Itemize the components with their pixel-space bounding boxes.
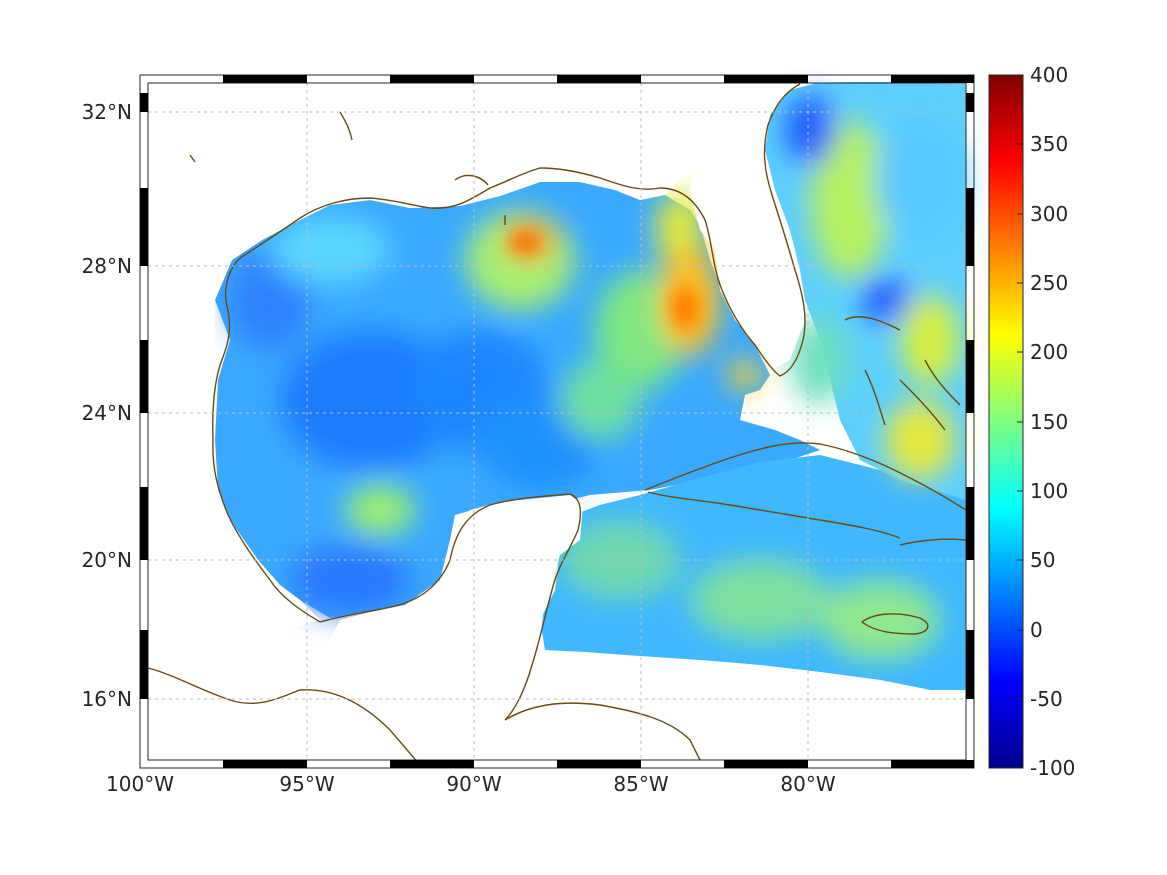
map-panel: 32°N 28°N 24°N 20°N 16°N 100°W 95°W 90°W… <box>82 74 975 796</box>
gridlines <box>148 83 966 760</box>
colorbar-tick-labels: 400 350 300 250 200 150 100 50 0 -50 -10… <box>1030 63 1075 780</box>
lat-tick-labels: 32°N 28°N 24°N 20°N 16°N <box>82 100 132 711</box>
gulf-coast <box>147 83 806 766</box>
lat-tick: 20°N <box>82 548 132 572</box>
lat-tick: 28°N <box>82 254 132 278</box>
yucatan-coast <box>319 493 582 721</box>
data-field <box>215 82 966 690</box>
colorbar-tick: 0 <box>1030 618 1043 642</box>
lon-tick: 80°W <box>780 772 835 796</box>
colorbar: 400 350 300 250 200 150 100 50 0 -50 -10… <box>988 63 1075 780</box>
colorbar-tick: -100 <box>1030 756 1075 780</box>
colorbar-tick: 400 <box>1030 63 1068 87</box>
lon-tick: 95°W <box>279 772 334 796</box>
colorbar-tick: 50 <box>1030 548 1055 572</box>
central-america-coast <box>504 702 701 761</box>
colorbar-tick: 350 <box>1030 132 1068 156</box>
lon-tick-labels: 100°W 95°W 90°W 85°W 80°W <box>106 772 836 796</box>
lon-tick: 90°W <box>446 772 501 796</box>
map-frame <box>139 74 975 769</box>
colorbar-tick: 150 <box>1030 410 1068 434</box>
hispaniola-coast <box>899 538 967 546</box>
lat-tick: 16°N <box>82 687 132 711</box>
cuba-coast <box>644 442 967 539</box>
bahamas-coast <box>844 316 961 431</box>
jamaica-coast <box>860 613 929 635</box>
gulf-islands <box>189 111 506 225</box>
lat-tick: 32°N <box>82 100 132 124</box>
coastlines <box>147 83 967 766</box>
colorbar-tick: 200 <box>1030 340 1068 364</box>
lon-tick: 85°W <box>613 772 668 796</box>
colorbar-tick: 300 <box>1030 202 1068 226</box>
lon-tick: 100°W <box>106 772 174 796</box>
colorbar-tick: -50 <box>1030 687 1063 711</box>
colorbar-tick: 250 <box>1030 271 1068 295</box>
colorbar-tick: 100 <box>1030 479 1068 503</box>
lat-tick: 24°N <box>82 401 132 425</box>
